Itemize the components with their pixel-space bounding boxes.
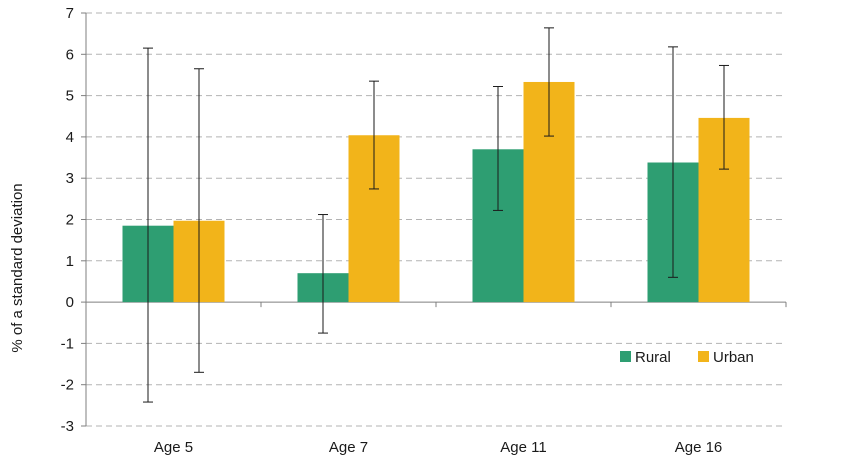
y-tick-label: 2 — [66, 212, 74, 229]
legend-swatch-urban — [698, 351, 709, 362]
x-tick-label: Age 5 — [154, 439, 193, 456]
x-tick-label: Age 11 — [500, 439, 546, 456]
y-tick-label: 7 — [66, 5, 74, 22]
legend-label-rural: Rural — [635, 349, 671, 366]
y-tick-label: -3 — [61, 418, 74, 435]
tick-labels: -3 -2 -1 0 1 2 3 4 5 6 7 Age 5 Age 7 Age 11 Age 16 — [61, 5, 723, 456]
y-axis-label: % of a standard deviation — [9, 183, 26, 352]
y-tick-label: -2 — [61, 377, 74, 394]
y-tick-label: 4 — [66, 129, 74, 146]
x-tick-label: Age 16 — [675, 439, 723, 456]
legend: Rural Urban — [620, 349, 754, 366]
legend-label-urban: Urban — [713, 349, 754, 366]
y-tick-label: 6 — [66, 46, 74, 63]
y-tick-label: 5 — [66, 88, 74, 105]
y-tick-label: 1 — [66, 253, 74, 270]
error-bars — [143, 27, 729, 403]
y-tick-label: 0 — [66, 294, 74, 311]
y-tick-label: -1 — [61, 335, 74, 352]
y-tick-label: 3 — [66, 170, 74, 187]
x-tick-label: Age 7 — [329, 439, 368, 456]
legend-swatch-rural — [620, 351, 631, 362]
bars — [122, 81, 750, 303]
